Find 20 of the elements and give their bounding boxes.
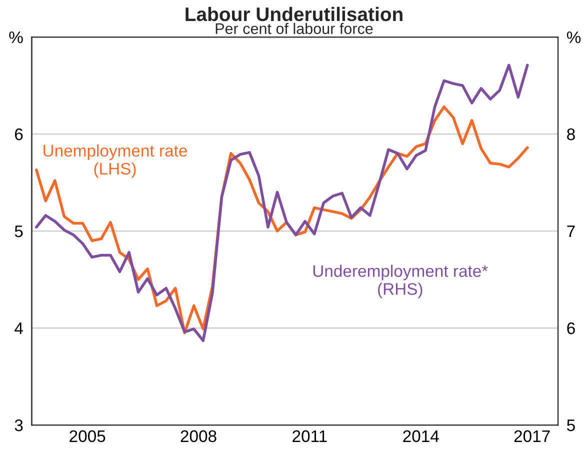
- chart-subtitle: Per cent of labour force: [216, 22, 373, 34]
- y2-tick-label: %: [566, 31, 581, 44]
- y2-tick-label: 6: [567, 322, 575, 334]
- x-tick-label: 2008: [180, 430, 216, 442]
- y2-tick-label: 7: [567, 226, 575, 238]
- series-label: Underemployment rate* (RHS): [313, 264, 488, 298]
- y-tick-label: 5: [14, 226, 23, 238]
- line-series: [34, 64, 529, 342]
- y-tick-label: 4: [14, 322, 23, 334]
- series-label: Unemployment rate (LHS): [44, 144, 187, 178]
- chart-title: Labour Underutilisation: [186, 6, 402, 22]
- y2-tick-label: 5: [567, 420, 575, 432]
- y-tick-label: 6: [14, 128, 23, 140]
- x-tick-label: 2005: [70, 430, 106, 442]
- x-tick-label: 2014: [403, 430, 439, 442]
- x-tick-label: 2011: [292, 430, 327, 442]
- y-tick-label: 3: [14, 419, 23, 432]
- x-tick-label: 2017: [514, 430, 550, 442]
- y-tick-label: %: [9, 31, 23, 44]
- y2-tick-label: 8: [567, 128, 575, 140]
